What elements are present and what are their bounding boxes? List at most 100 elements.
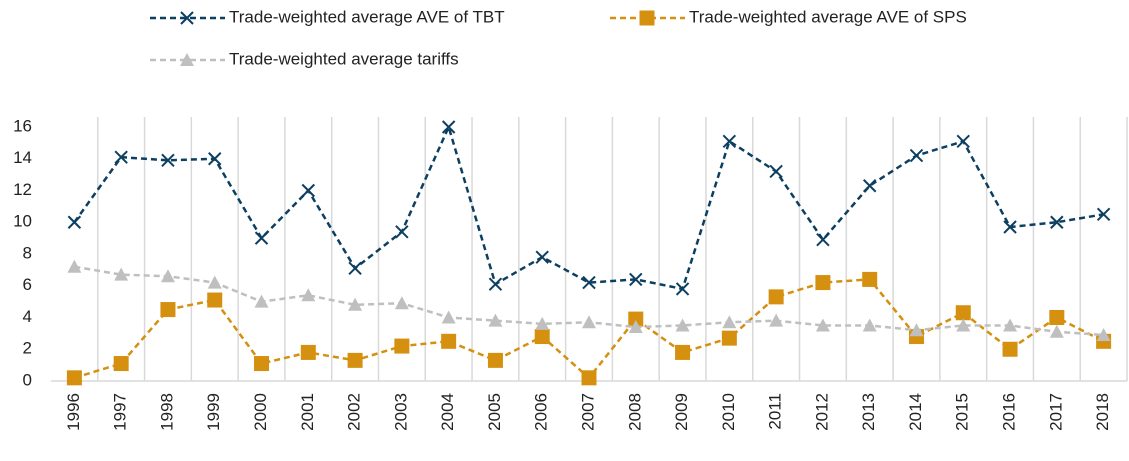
marker bbox=[488, 277, 503, 291]
marker bbox=[581, 370, 597, 386]
x-tick-label: 2000 bbox=[251, 393, 270, 431]
marker bbox=[441, 310, 456, 324]
marker bbox=[208, 152, 222, 166]
y-tick-label: 14 bbox=[13, 148, 32, 167]
legend-label: Trade-weighted average AVE of SPS bbox=[689, 7, 967, 26]
y-tick-label: 2 bbox=[23, 339, 32, 358]
marker bbox=[1096, 327, 1111, 341]
x-tick-label: 2010 bbox=[719, 393, 738, 431]
legend-label: Trade-weighted average AVE of TBT bbox=[229, 7, 505, 26]
marker bbox=[180, 53, 194, 66]
x-tick-label: 2012 bbox=[812, 393, 831, 431]
marker bbox=[301, 183, 316, 198]
marker bbox=[66, 370, 82, 386]
x-tick-label: 2014 bbox=[906, 393, 925, 431]
marker bbox=[487, 352, 503, 368]
y-tick-label: 12 bbox=[13, 180, 32, 199]
marker bbox=[300, 344, 316, 360]
marker bbox=[909, 323, 924, 337]
marker bbox=[534, 329, 550, 345]
x-tick-label: 2004 bbox=[438, 393, 457, 431]
marker bbox=[909, 148, 924, 163]
marker bbox=[675, 344, 691, 360]
marker bbox=[160, 269, 175, 283]
marker bbox=[722, 315, 737, 329]
marker bbox=[348, 297, 363, 311]
marker bbox=[1050, 215, 1064, 229]
x-tick-label: 2013 bbox=[859, 393, 878, 431]
marker bbox=[862, 318, 877, 332]
marker bbox=[160, 302, 176, 318]
marker bbox=[535, 250, 549, 264]
marker bbox=[441, 120, 456, 134]
x-tick-label: 1996 bbox=[64, 393, 83, 431]
marker bbox=[254, 356, 270, 372]
marker bbox=[769, 164, 783, 179]
marker bbox=[67, 215, 82, 229]
marker bbox=[535, 316, 550, 330]
marker bbox=[301, 288, 316, 302]
marker bbox=[629, 272, 643, 287]
marker bbox=[113, 356, 129, 372]
marker bbox=[816, 233, 830, 247]
x-tick-label: 2011 bbox=[766, 393, 785, 430]
marker bbox=[955, 305, 971, 321]
marker bbox=[395, 225, 409, 239]
marker bbox=[722, 134, 737, 148]
marker bbox=[956, 318, 971, 332]
marker bbox=[161, 153, 175, 168]
y-tick-label: 6 bbox=[23, 275, 32, 294]
marker bbox=[207, 275, 222, 289]
marker bbox=[675, 282, 690, 296]
marker bbox=[394, 338, 410, 354]
x-tick-label: 1997 bbox=[111, 393, 130, 431]
marker bbox=[721, 330, 737, 346]
marker bbox=[582, 315, 596, 329]
marker bbox=[815, 275, 831, 291]
x-tick-label: 1999 bbox=[204, 393, 223, 431]
marker bbox=[675, 318, 690, 332]
marker bbox=[1049, 310, 1065, 325]
marker bbox=[956, 134, 970, 148]
x-tick-label: 2005 bbox=[485, 393, 504, 431]
marker bbox=[1049, 324, 1064, 338]
x-tick-label: 1998 bbox=[157, 393, 176, 431]
marker bbox=[862, 271, 878, 287]
marker bbox=[114, 150, 128, 164]
marker bbox=[628, 320, 643, 334]
y-tick-label: 10 bbox=[13, 212, 32, 231]
marker bbox=[582, 275, 596, 290]
marker bbox=[347, 352, 363, 368]
series-line bbox=[74, 278, 1105, 380]
marker bbox=[394, 296, 409, 310]
marker bbox=[254, 231, 269, 245]
marker bbox=[1002, 341, 1018, 357]
marker bbox=[628, 311, 644, 327]
marker bbox=[488, 313, 503, 327]
x-tick-label: 2001 bbox=[298, 393, 317, 431]
marker bbox=[207, 292, 223, 308]
x-tick-label: 2016 bbox=[1000, 393, 1019, 431]
x-tick-label: 2015 bbox=[953, 393, 972, 431]
marker bbox=[768, 289, 784, 305]
marker bbox=[862, 179, 877, 193]
x-tick-label: 2007 bbox=[578, 393, 597, 431]
y-tick-label: 0 bbox=[23, 370, 32, 389]
y-tick-label: 4 bbox=[23, 307, 32, 326]
marker bbox=[114, 267, 129, 281]
x-tick-label: 2006 bbox=[532, 393, 551, 431]
y-tick-label: 8 bbox=[23, 243, 32, 262]
marker bbox=[1003, 318, 1018, 332]
legend-label: Trade-weighted average tariffs bbox=[229, 49, 459, 68]
x-tick-label: 2003 bbox=[391, 393, 410, 431]
marker bbox=[769, 313, 784, 327]
marker bbox=[1096, 207, 1111, 222]
marker bbox=[815, 318, 830, 332]
marker bbox=[254, 294, 269, 308]
marker bbox=[639, 10, 655, 26]
x-tick-label: 2008 bbox=[625, 393, 644, 431]
x-tick-label: 2017 bbox=[1046, 393, 1065, 431]
marker bbox=[441, 333, 457, 349]
marker bbox=[67, 259, 82, 273]
